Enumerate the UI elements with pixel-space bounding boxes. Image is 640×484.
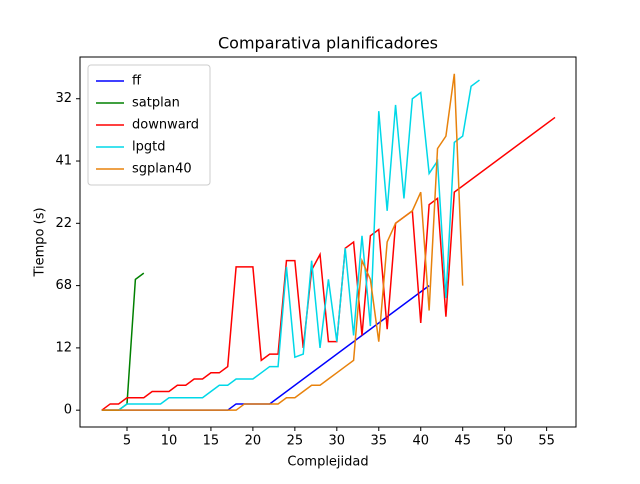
- legend-box: [87, 64, 211, 186]
- x-tick-label: 5: [123, 434, 131, 449]
- chart-title: Comparativa planificadores: [218, 34, 438, 53]
- y-tick-label: 22: [55, 216, 72, 231]
- x-tick-label: 55: [538, 434, 555, 449]
- x-tick-label: 30: [329, 434, 346, 449]
- x-tick-label: 45: [454, 434, 471, 449]
- x-tick-label: 25: [287, 434, 304, 449]
- y-tick-label: 0: [64, 403, 72, 418]
- x-tick-label: 50: [496, 434, 513, 449]
- legend-label: lpgtd: [132, 140, 165, 155]
- y-tick-label: 32: [55, 91, 72, 106]
- y-tick-label: 12: [55, 340, 72, 355]
- y-tick-label: 68: [55, 278, 72, 293]
- legend-label: satplan: [132, 96, 180, 111]
- legend-label: ff: [132, 74, 142, 89]
- x-tick-label: 15: [203, 434, 220, 449]
- x-tick-label: 10: [161, 434, 178, 449]
- x-axis-label: Complejidad: [287, 455, 368, 470]
- x-tick-label: 20: [245, 434, 262, 449]
- legend-label: sgplan40: [132, 162, 192, 177]
- plot-frame: [79, 56, 577, 428]
- x-tick-label: 40: [412, 434, 429, 449]
- legend-label: downward: [132, 118, 199, 133]
- y-axis-label: Tiempo (s): [33, 207, 48, 277]
- y-tick-label: 41: [55, 154, 72, 169]
- line: [101, 73, 464, 411]
- line: [118, 79, 480, 411]
- x-tick-label: 35: [371, 434, 388, 449]
